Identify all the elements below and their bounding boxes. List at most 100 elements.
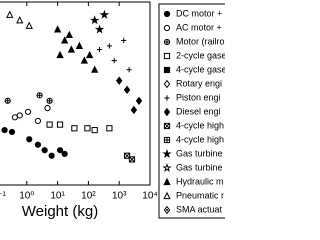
point: [36, 92, 43, 99]
marker-part: [48, 152, 55, 159]
marker-part: [86, 50, 94, 59]
legend-marker: [163, 177, 171, 186]
marker-part: [163, 79, 171, 89]
point: [67, 45, 76, 53]
legend-marker: [163, 38, 171, 46]
point: [126, 67, 132, 73]
legend-marker: [163, 66, 171, 74]
legend-label: Gas turbine: [176, 162, 223, 172]
marker-part: [24, 108, 32, 115]
point: [1, 127, 8, 134]
point: [56, 121, 64, 128]
marker-part: [129, 156, 135, 163]
legend-marker: [163, 52, 171, 60]
point: [41, 147, 48, 154]
legend-marker: [162, 149, 172, 158]
legend-marker: [163, 136, 171, 144]
marker-part: [25, 21, 33, 29]
marker-part: [61, 150, 68, 157]
marker-part: [130, 105, 138, 115]
legend-label: 2-cycle gase: [176, 50, 225, 60]
point: [130, 105, 138, 115]
marker-part: [124, 152, 131, 159]
legend-marker: [163, 191, 171, 200]
point: [121, 37, 127, 44]
point: [56, 147, 64, 154]
legend-label: 4-cycle gase: [176, 64, 225, 74]
plot-frame: [0, 1, 151, 186]
legend-label: Hydraulic m: [176, 176, 224, 186]
point: [106, 43, 112, 49]
marker-part: [65, 30, 73, 39]
marker-part: [34, 117, 42, 125]
point: [26, 136, 33, 143]
legend-label: AC motor +: [176, 22, 222, 32]
marker-part: [163, 177, 171, 186]
marker-part: [61, 36, 69, 44]
marker-part: [16, 16, 24, 24]
point: [84, 125, 91, 132]
legend-marker: [163, 122, 171, 130]
point: [123, 152, 131, 159]
point: [61, 150, 68, 157]
point: [24, 108, 32, 115]
point: [91, 65, 99, 73]
marker-part: [90, 15, 100, 25]
marker-part: [6, 10, 14, 18]
marker-part: [46, 121, 53, 128]
marker-part: [84, 125, 91, 132]
point: [8, 128, 16, 136]
point: [44, 105, 51, 112]
marker-part: [41, 147, 48, 154]
marker-part: [26, 136, 33, 143]
marker-part: [99, 9, 110, 19]
legend-label: Diesel engi: [176, 106, 221, 116]
point: [53, 25, 62, 33]
point: [106, 125, 113, 132]
marker-part: [163, 191, 171, 200]
chart: Weight (kg) 10⁻¹ 10⁰ 10¹ 10² 10³ 10⁴ DC motor …: [0, 1, 225, 220]
marker-part: [56, 50, 64, 59]
marker-part: [135, 96, 143, 106]
point: [91, 127, 98, 134]
marker-part: [67, 45, 76, 53]
legend-frame: [158, 3, 225, 219]
legend-marker: [163, 79, 171, 89]
legend-marker: [162, 163, 172, 172]
point: [56, 50, 64, 59]
marker-part: [44, 105, 51, 112]
point: [96, 46, 103, 53]
x-axis-label: Weight (kg): [22, 203, 98, 220]
legend-label: SMA actuat: [176, 204, 223, 214]
point: [90, 15, 100, 25]
point: [34, 141, 42, 148]
point: [86, 50, 94, 59]
marker-part: [163, 10, 171, 18]
legend-marker: [163, 107, 171, 117]
marker-part: [166, 209, 168, 211]
marker-part: [115, 76, 123, 85]
marker-part: [71, 125, 78, 132]
point: [135, 96, 143, 106]
x-tick-label: 10⁰: [19, 191, 34, 202]
x-tick-label: 10⁻¹: [0, 191, 7, 202]
marker-part: [80, 56, 89, 64]
marker-part: [162, 163, 172, 172]
legend-label: Pneumatic r: [176, 190, 224, 200]
marker-part: [163, 24, 171, 32]
point: [80, 56, 89, 64]
marker-part: [162, 149, 172, 158]
marker-part: [94, 24, 105, 34]
marker-part: [34, 141, 42, 148]
marker-part: [56, 121, 64, 128]
point: [71, 125, 78, 132]
point: [4, 97, 11, 104]
marker-part: [53, 25, 62, 33]
point: [46, 121, 53, 128]
marker-part: [75, 41, 84, 50]
legend-marker: [163, 205, 171, 215]
x-tick-label: 10²: [81, 191, 96, 202]
point: [128, 156, 136, 163]
x-tick-label: 10¹: [50, 191, 65, 202]
marker-part: [163, 52, 171, 60]
